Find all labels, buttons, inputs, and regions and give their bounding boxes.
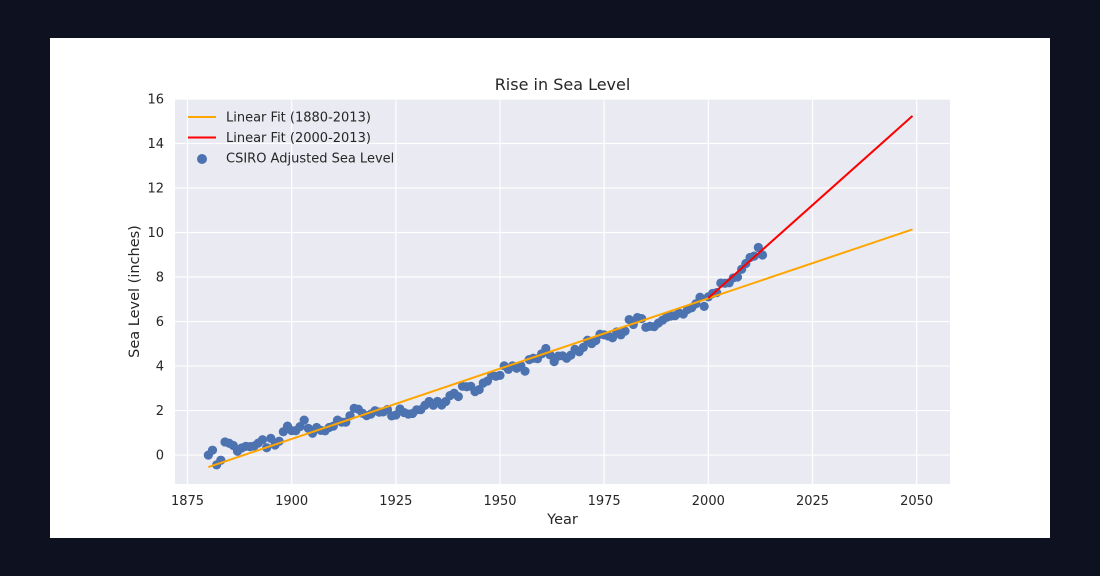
chart-title: Rise in Sea Level xyxy=(495,75,631,94)
y-tick-label: 12 xyxy=(147,182,164,197)
x-tick-label: 1900 xyxy=(275,494,308,509)
tick-labels: 1875 1900 1925 1950 1975 2000 2025 2050 0 2 4 6 8 10 1… xyxy=(147,93,933,510)
x-tick-label: 2025 xyxy=(796,494,829,509)
y-tick-label: 0 xyxy=(156,449,164,464)
scatter-point xyxy=(578,342,588,352)
grid xyxy=(175,98,950,484)
x-tick-label: 1925 xyxy=(379,494,412,509)
y-tick-label: 2 xyxy=(156,404,164,419)
scatter-point xyxy=(257,435,268,445)
y-tick-label: 8 xyxy=(156,271,164,286)
scatter-point xyxy=(207,445,218,455)
scatter-point xyxy=(299,415,309,425)
y-tick-label: 10 xyxy=(147,226,164,241)
legend-marker-swatch xyxy=(197,154,207,164)
scatter-point xyxy=(474,385,484,395)
figure-card: 1875 1900 1925 1950 1975 2000 2025 2050 0 2 4 6 8 10 1… xyxy=(50,38,1050,538)
sea-level-chart: 1875 1900 1925 1950 1975 2000 2025 2050 0 2 4 6 8 10 1… xyxy=(127,75,950,528)
y-tick-label: 14 xyxy=(147,137,164,152)
y-tick-label: 6 xyxy=(156,315,164,330)
y-tick-label: 16 xyxy=(147,93,164,108)
scatter-point xyxy=(753,242,763,253)
fit-line xyxy=(707,115,914,299)
legend: Linear Fit (1880-2013) Linear Fit (2000-2… xyxy=(188,111,394,167)
x-tick-label: 1950 xyxy=(483,494,516,509)
x-tick-label: 2000 xyxy=(692,494,725,509)
fit-line xyxy=(208,228,913,469)
scatter-point xyxy=(620,326,630,336)
scatter-point xyxy=(453,391,463,402)
x-axis-label: Year xyxy=(546,512,578,528)
legend-entry-label: Linear Fit (1880-2013) xyxy=(226,111,371,126)
scatter-point xyxy=(520,366,530,376)
x-tick-label: 1975 xyxy=(588,494,621,509)
legend-entry-label: CSIRO Adjusted Sea Level xyxy=(226,152,394,167)
scatter-point xyxy=(495,370,505,380)
data-marks xyxy=(203,115,914,470)
scatter-point xyxy=(266,433,276,443)
legend-entry-label: Linear Fit (2000-2013) xyxy=(226,131,371,146)
y-tick-label: 4 xyxy=(156,360,164,375)
scatter-point xyxy=(699,301,709,312)
x-tick-label: 2050 xyxy=(900,494,933,509)
x-tick-label: 1875 xyxy=(171,494,204,509)
y-axis-label: Sea Level (inches) xyxy=(127,225,143,358)
